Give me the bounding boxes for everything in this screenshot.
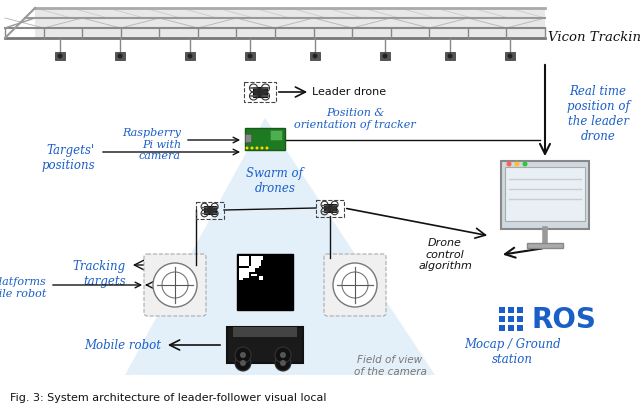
Circle shape [118, 53, 122, 58]
Circle shape [246, 146, 248, 150]
Circle shape [153, 263, 197, 307]
Text: Real time
position of
the leader
drone: Real time position of the leader drone [566, 85, 629, 143]
Polygon shape [125, 118, 435, 375]
Circle shape [162, 272, 188, 298]
Text: Field of view
of the camera: Field of view of the camera [353, 355, 426, 376]
Circle shape [508, 53, 513, 58]
Circle shape [522, 162, 527, 166]
Bar [517, 325, 523, 331]
Bar [499, 307, 505, 313]
Circle shape [235, 355, 251, 371]
Circle shape [250, 146, 253, 150]
Bar [185, 52, 195, 60]
Circle shape [266, 146, 269, 150]
Text: Swarm of
drones: Swarm of drones [246, 167, 303, 195]
Bar [380, 52, 390, 60]
Bar [517, 316, 523, 322]
Circle shape [248, 53, 253, 58]
Bar [204, 206, 216, 214]
Bar [253, 87, 267, 97]
Circle shape [280, 360, 286, 366]
Text: Drone
control
algorithm: Drone control algorithm [418, 238, 472, 271]
Text: Targets'
positions: Targets' positions [42, 144, 95, 172]
Bar [245, 128, 285, 150]
Text: ROS: ROS [532, 306, 597, 334]
Text: Vicon Tracking System: Vicon Tracking System [548, 32, 640, 44]
Bar [239, 256, 249, 266]
Bar [245, 272, 249, 276]
Circle shape [235, 347, 251, 363]
Bar [249, 266, 255, 272]
Bar [259, 256, 263, 260]
Bar [239, 268, 249, 278]
Polygon shape [35, 8, 545, 38]
Bar [517, 307, 523, 313]
Bar [324, 204, 336, 212]
Bar [508, 307, 514, 313]
Bar [527, 243, 563, 248]
Text: Mobile robot: Mobile robot [84, 339, 161, 351]
Bar [245, 52, 255, 60]
Bar [505, 52, 515, 60]
Bar [115, 52, 125, 60]
Bar [499, 325, 505, 331]
Bar [227, 327, 303, 363]
Bar [244, 82, 276, 102]
Circle shape [515, 162, 520, 166]
Circle shape [506, 162, 511, 166]
Bar [316, 199, 344, 217]
Circle shape [58, 53, 63, 58]
Bar [270, 130, 282, 140]
Bar [508, 316, 514, 322]
Circle shape [383, 53, 387, 58]
Text: Landing platforms
on mobile robot: Landing platforms on mobile robot [0, 277, 46, 299]
Bar [55, 52, 65, 60]
Bar [310, 52, 320, 60]
Circle shape [240, 352, 246, 358]
Bar [245, 134, 251, 142]
Text: Tracking
targets: Tracking targets [73, 260, 126, 288]
Circle shape [342, 272, 368, 298]
Circle shape [275, 347, 291, 363]
Bar [239, 276, 243, 280]
Circle shape [188, 53, 193, 58]
FancyBboxPatch shape [144, 254, 206, 316]
Bar [251, 274, 257, 276]
Text: Leader drone: Leader drone [312, 87, 386, 97]
FancyBboxPatch shape [324, 254, 386, 316]
Circle shape [255, 146, 259, 150]
Bar [259, 276, 263, 280]
Bar [251, 256, 261, 266]
Bar [233, 327, 297, 337]
Circle shape [280, 352, 286, 358]
Bar [255, 264, 259, 268]
Bar [501, 161, 589, 229]
Circle shape [333, 263, 377, 307]
Bar [499, 316, 505, 322]
Bar [505, 167, 585, 221]
Bar [237, 254, 293, 310]
Text: Position &
orientation of tracker: Position & orientation of tracker [294, 109, 416, 130]
Text: Fig. 3: System architecture of leader-follower visual local: Fig. 3: System architecture of leader-fo… [10, 393, 326, 403]
Bar [508, 325, 514, 331]
Circle shape [312, 53, 317, 58]
Bar [445, 52, 455, 60]
Text: Mocap / Ground
station: Mocap / Ground station [464, 338, 560, 366]
Circle shape [275, 355, 291, 371]
Bar [196, 201, 223, 219]
Circle shape [260, 146, 264, 150]
Circle shape [240, 360, 246, 366]
Text: Raspberry
Pi with
camera: Raspberry Pi with camera [122, 128, 181, 161]
Circle shape [447, 53, 452, 58]
